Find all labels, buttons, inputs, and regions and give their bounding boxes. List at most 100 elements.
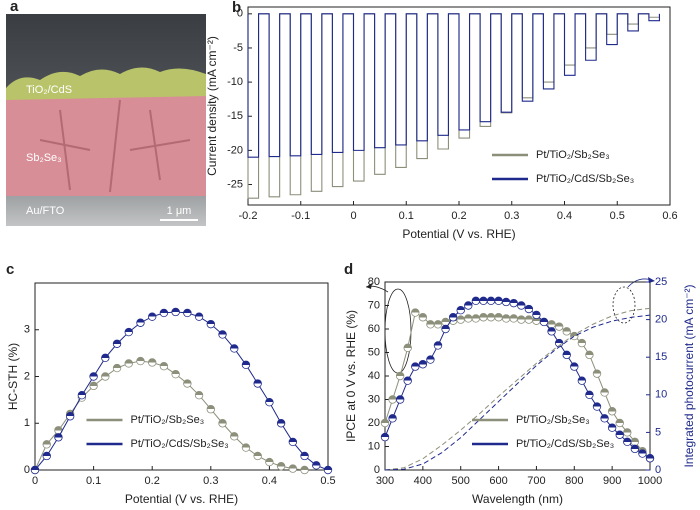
data-marker bbox=[479, 313, 488, 322]
data-marker bbox=[524, 315, 534, 324]
x-tick-label: 0.6 bbox=[662, 210, 677, 222]
x-axis-label: Wavelength (nm) bbox=[472, 492, 563, 506]
data-marker bbox=[486, 313, 496, 322]
data-marker bbox=[630, 444, 640, 454]
y-tick-label: 0 bbox=[237, 8, 243, 20]
legend-label: Pt/TiO₂/Sb₂Se₃ bbox=[131, 414, 205, 426]
annotation-ellipse bbox=[612, 286, 636, 324]
y-tick-label: -15 bbox=[227, 110, 243, 122]
data-marker bbox=[494, 296, 503, 305]
data-marker bbox=[403, 376, 412, 385]
data-marker bbox=[479, 296, 488, 305]
data-marker bbox=[645, 454, 655, 463]
x-tick-label: 0.4 bbox=[557, 210, 572, 222]
data-marker bbox=[194, 312, 204, 321]
data-marker bbox=[241, 443, 251, 452]
y-tick-label: -25 bbox=[227, 178, 243, 190]
data-marker bbox=[183, 308, 192, 318]
data-marker bbox=[411, 308, 420, 317]
data-marker bbox=[171, 307, 180, 317]
x-tick-label: 0.1 bbox=[86, 475, 101, 487]
y-tick-label: 10 bbox=[368, 440, 380, 452]
data-marker bbox=[517, 315, 526, 324]
x-tick-label: -0.2 bbox=[239, 210, 258, 222]
data-marker bbox=[380, 432, 390, 442]
sem-image: TiO₂/CdS Sb₂Se₃ Au/FTO 1 μm a bbox=[6, 0, 206, 226]
data-marker bbox=[456, 315, 465, 324]
data-marker bbox=[312, 461, 321, 470]
series-line bbox=[247, 13, 660, 158]
data-marker bbox=[136, 356, 145, 366]
data-marker bbox=[554, 322, 564, 331]
x-tick-label: 800 bbox=[565, 475, 583, 487]
data-marker bbox=[547, 320, 556, 329]
data-marker bbox=[607, 407, 617, 416]
data-marker bbox=[300, 451, 309, 461]
data-marker bbox=[112, 339, 122, 348]
data-marker bbox=[411, 362, 420, 371]
legend-label: Pt/TiO₂/CdS/Sb₂Se₃ bbox=[536, 173, 634, 185]
data-marker bbox=[600, 414, 609, 423]
data-marker bbox=[112, 363, 122, 373]
x-tick-label: 0.1 bbox=[399, 210, 414, 222]
data-marker bbox=[265, 398, 274, 407]
data-marker bbox=[577, 338, 587, 348]
x-tick-label: 600 bbox=[489, 475, 507, 487]
grain-boundaries bbox=[39, 99, 191, 193]
data-marker bbox=[486, 296, 496, 305]
data-marker bbox=[276, 419, 286, 428]
data-marker bbox=[494, 313, 503, 322]
scale-bar-label: 1 μm bbox=[167, 205, 192, 217]
legend-label: Pt/TiO₂/CdS/Sb₂Se₃ bbox=[131, 438, 229, 450]
data-marker bbox=[65, 412, 75, 421]
data-marker bbox=[218, 330, 227, 339]
x-tick-label: 0.2 bbox=[145, 475, 160, 487]
data-marker bbox=[509, 314, 518, 323]
x-tick-label: 1000 bbox=[638, 475, 662, 487]
data-marker bbox=[323, 465, 333, 475]
x-tick-label: 0 bbox=[350, 210, 356, 222]
y-tick-label: 0 bbox=[374, 464, 380, 476]
data-marker bbox=[42, 451, 51, 461]
y-tick-label: 60 bbox=[368, 323, 380, 335]
data-marker bbox=[524, 304, 534, 314]
x-tick-label: 900 bbox=[603, 475, 621, 487]
x-tick-label: 300 bbox=[376, 475, 394, 487]
y-tick-label: 0 bbox=[24, 464, 30, 476]
data-marker bbox=[288, 437, 298, 447]
data-marker bbox=[623, 428, 632, 437]
data-marker bbox=[615, 418, 624, 428]
data-marker bbox=[159, 362, 169, 371]
data-marker bbox=[630, 437, 640, 446]
y2-tick-label: 10 bbox=[655, 389, 667, 401]
data-marker bbox=[388, 395, 397, 404]
data-marker bbox=[441, 324, 450, 334]
x-tick-label: 0.2 bbox=[451, 210, 466, 222]
data-marker bbox=[585, 350, 594, 360]
series-line bbox=[384, 311, 651, 459]
data-marker bbox=[288, 464, 298, 473]
data-marker bbox=[448, 313, 458, 322]
data-marker bbox=[607, 423, 617, 432]
data-marker bbox=[124, 359, 133, 368]
data-marker bbox=[89, 372, 98, 381]
data-marker bbox=[562, 350, 571, 360]
data-marker bbox=[218, 419, 227, 428]
x-tick-label: 400 bbox=[414, 475, 432, 487]
data-marker bbox=[547, 327, 556, 336]
y-tick-label: -20 bbox=[227, 144, 243, 156]
data-marker bbox=[230, 344, 239, 353]
data-marker bbox=[562, 327, 571, 336]
data-marker bbox=[517, 301, 526, 310]
y-tick-label: 70 bbox=[368, 299, 380, 311]
y-axis-label: Current density (mA cm⁻²) bbox=[205, 36, 219, 176]
x-tick-label: 0.3 bbox=[203, 475, 218, 487]
panel-label: b bbox=[232, 0, 241, 16]
y-axis-label: IPCE at 0 V vs. RHE (%) bbox=[344, 310, 358, 442]
legend-label: Pt/TiO₂/CdS/Sb₂Se₃ bbox=[516, 438, 614, 450]
data-marker bbox=[206, 405, 215, 414]
data-marker bbox=[276, 462, 286, 471]
annotation-arrow bbox=[627, 278, 653, 288]
